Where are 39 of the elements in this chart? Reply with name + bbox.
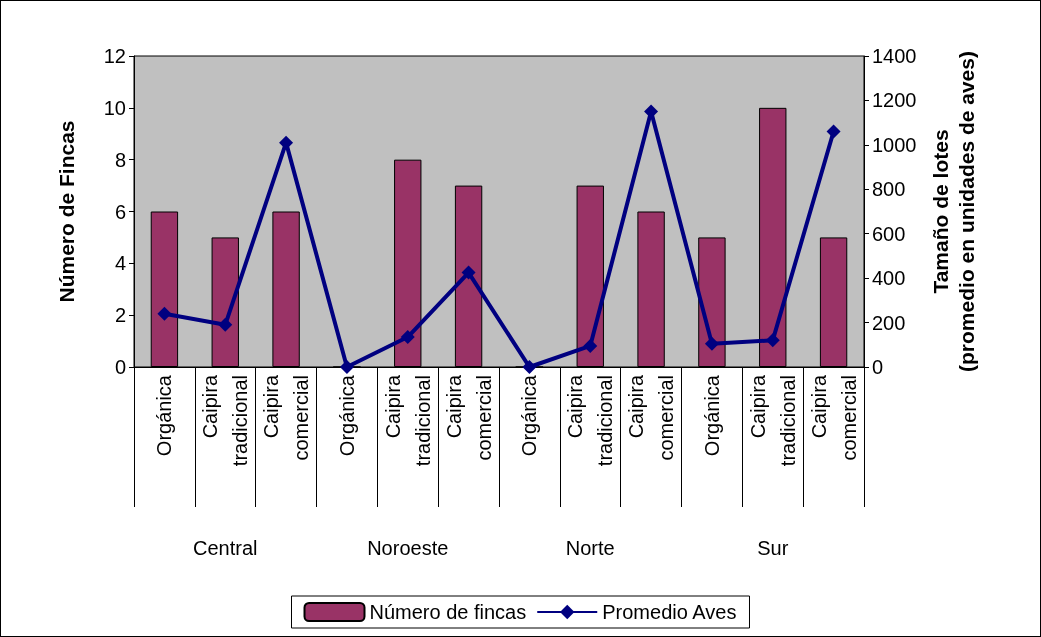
point — [218, 317, 233, 332]
y2-tick-label: 1200 — [872, 89, 917, 112]
y2-tick-label: 600 — [872, 222, 906, 245]
y-tick-label: 10 — [103, 96, 126, 119]
y2-axis-title: Tamaño de lotes (promedio en unidades de aves) — [928, 51, 978, 372]
y-tick-label: 0 — [114, 356, 126, 378]
point — [583, 338, 598, 353]
y2-tick-label: 200 — [872, 311, 906, 334]
point — [765, 333, 780, 348]
x-tick-label: Orgánica — [153, 374, 176, 457]
point — [339, 360, 354, 374]
y-tick-label: 8 — [114, 148, 126, 171]
legend-label: Número de fincas — [369, 601, 527, 623]
y2-tick-label: 0 — [872, 356, 884, 378]
text: Noroeste — [367, 537, 449, 559]
y-tick-label: 2 — [114, 304, 126, 327]
point — [826, 124, 841, 139]
y2-tick-label: 1000 — [872, 133, 917, 156]
x-tick-label: Orgánica — [700, 374, 723, 457]
y2-tick-label: 800 — [872, 178, 906, 201]
point — [461, 265, 476, 280]
y-axis-title: Número de Fincas — [54, 120, 78, 303]
text: Sur — [757, 537, 789, 559]
y-tick-label: 4 — [114, 252, 126, 275]
y2-tick-label: 400 — [872, 267, 906, 290]
x-tick-label: Orgánica — [335, 374, 358, 457]
text: Norte — [565, 537, 615, 559]
point — [157, 306, 172, 321]
x-tick-label: Caipira tradicional — [199, 374, 252, 467]
y2-tick-label: 1400 — [872, 45, 917, 67]
x-tick-label: Orgánica — [518, 374, 541, 457]
point — [704, 336, 719, 351]
text: Central — [193, 537, 258, 559]
point — [400, 330, 415, 345]
x-tick-label: Caipira tradicional — [564, 374, 617, 467]
y-tick-label: 12 — [103, 45, 126, 67]
point — [522, 360, 537, 374]
y-tick-label: 6 — [114, 200, 126, 223]
legend-label: Promedio Aves — [602, 601, 737, 623]
